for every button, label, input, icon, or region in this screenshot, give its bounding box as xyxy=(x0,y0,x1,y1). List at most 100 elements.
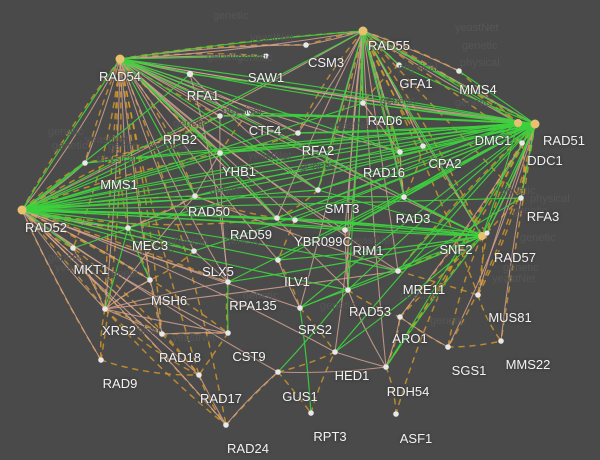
network-node[interactable] xyxy=(125,225,131,231)
edge-physical xyxy=(127,123,536,229)
network-node[interactable] xyxy=(263,53,269,59)
edge-predicted xyxy=(21,209,200,376)
network-node[interactable] xyxy=(478,232,486,240)
edge-predicted xyxy=(297,30,364,134)
network-node[interactable] xyxy=(102,306,108,312)
network-node[interactable] xyxy=(17,205,27,215)
edge-physical xyxy=(317,189,483,237)
edge-predicted xyxy=(84,58,121,164)
edge-physical xyxy=(119,58,196,197)
edge-physical xyxy=(21,58,121,211)
network-node[interactable] xyxy=(274,215,280,221)
edge-predicted xyxy=(277,351,336,373)
network-node[interactable] xyxy=(82,160,88,166)
network-node[interactable] xyxy=(345,287,351,293)
edge-predicted xyxy=(317,30,364,191)
edge-genetic xyxy=(119,58,279,261)
edge-physical xyxy=(385,235,483,368)
network-node[interactable] xyxy=(397,314,403,320)
edge-predicted xyxy=(395,123,536,415)
network-node[interactable] xyxy=(225,330,231,336)
network-node[interactable] xyxy=(401,194,407,200)
network-node[interactable] xyxy=(397,149,403,155)
network-node[interactable] xyxy=(383,364,389,370)
network-node[interactable] xyxy=(159,331,165,337)
network-node[interactable] xyxy=(315,187,321,193)
network-node[interactable] xyxy=(342,227,348,233)
network-node[interactable] xyxy=(225,279,231,285)
network-node[interactable] xyxy=(514,119,522,127)
edge-genetic xyxy=(277,366,387,373)
edge-physical xyxy=(104,227,129,310)
network-node[interactable] xyxy=(196,372,202,378)
network-node[interactable] xyxy=(191,248,197,254)
edge-physical xyxy=(347,30,364,291)
network-node[interactable] xyxy=(223,422,229,428)
network-node[interactable] xyxy=(484,230,490,236)
network-node[interactable] xyxy=(498,338,504,344)
network-node[interactable] xyxy=(358,26,368,36)
network-node[interactable] xyxy=(303,42,309,48)
network-node[interactable] xyxy=(275,369,281,375)
edge-predicted xyxy=(486,197,522,234)
edge-genetic xyxy=(119,58,151,281)
edge-predicted xyxy=(520,142,525,199)
edge-genetic xyxy=(21,209,151,281)
network-node[interactable] xyxy=(292,217,298,223)
edge-predicted xyxy=(99,308,106,361)
edge-predicted xyxy=(198,374,227,426)
network-node[interactable] xyxy=(332,349,338,355)
edge-genetic xyxy=(21,58,121,211)
edge-predicted xyxy=(21,209,106,310)
network-node[interactable] xyxy=(308,410,314,416)
edge-genetic xyxy=(119,58,483,237)
network-node[interactable] xyxy=(217,113,223,119)
network-node[interactable] xyxy=(295,130,301,136)
network-node[interactable] xyxy=(217,150,223,156)
network-node[interactable] xyxy=(70,245,76,251)
edge-genetic xyxy=(225,371,279,426)
network-node[interactable] xyxy=(147,277,153,283)
network-node[interactable] xyxy=(530,119,540,129)
edge-predicted xyxy=(397,123,536,272)
edge-physical xyxy=(84,122,519,164)
edge-physical xyxy=(21,115,221,211)
network-node[interactable] xyxy=(395,268,401,274)
edge-predicted xyxy=(277,371,312,414)
network-node[interactable] xyxy=(275,257,281,263)
edge-predicted xyxy=(277,219,296,261)
edge-physical xyxy=(362,30,405,198)
edge-genetic xyxy=(104,279,151,310)
edge-physical xyxy=(276,217,483,237)
edge-physical xyxy=(347,235,483,291)
network-node[interactable] xyxy=(445,344,451,350)
edge-physical xyxy=(362,30,519,124)
network-node[interactable] xyxy=(245,110,251,116)
network-node[interactable] xyxy=(475,292,481,298)
edge-genetic xyxy=(21,209,336,353)
network-node[interactable] xyxy=(297,305,303,311)
network-node[interactable] xyxy=(518,195,524,201)
edge-physical xyxy=(21,102,364,211)
network-node[interactable] xyxy=(456,68,462,74)
edge-predicted xyxy=(225,371,279,426)
edge-predicted xyxy=(21,209,229,283)
network-node[interactable] xyxy=(360,100,366,106)
edge-physical xyxy=(486,123,536,234)
edge-genetic xyxy=(21,209,102,361)
network-node[interactable] xyxy=(420,143,426,149)
network-node[interactable] xyxy=(115,54,125,64)
network-node[interactable] xyxy=(396,62,402,68)
edge-genetic xyxy=(119,58,319,191)
network-node[interactable] xyxy=(192,193,198,199)
network-node[interactable] xyxy=(186,70,194,78)
edge-genetic xyxy=(104,195,196,310)
edge-physical xyxy=(21,209,346,231)
network-node[interactable] xyxy=(519,140,525,146)
edge-predicted xyxy=(21,209,229,334)
network-node[interactable] xyxy=(393,411,399,417)
network-node[interactable] xyxy=(98,357,104,363)
edge-physical xyxy=(119,55,267,60)
edge-physical xyxy=(127,227,195,252)
